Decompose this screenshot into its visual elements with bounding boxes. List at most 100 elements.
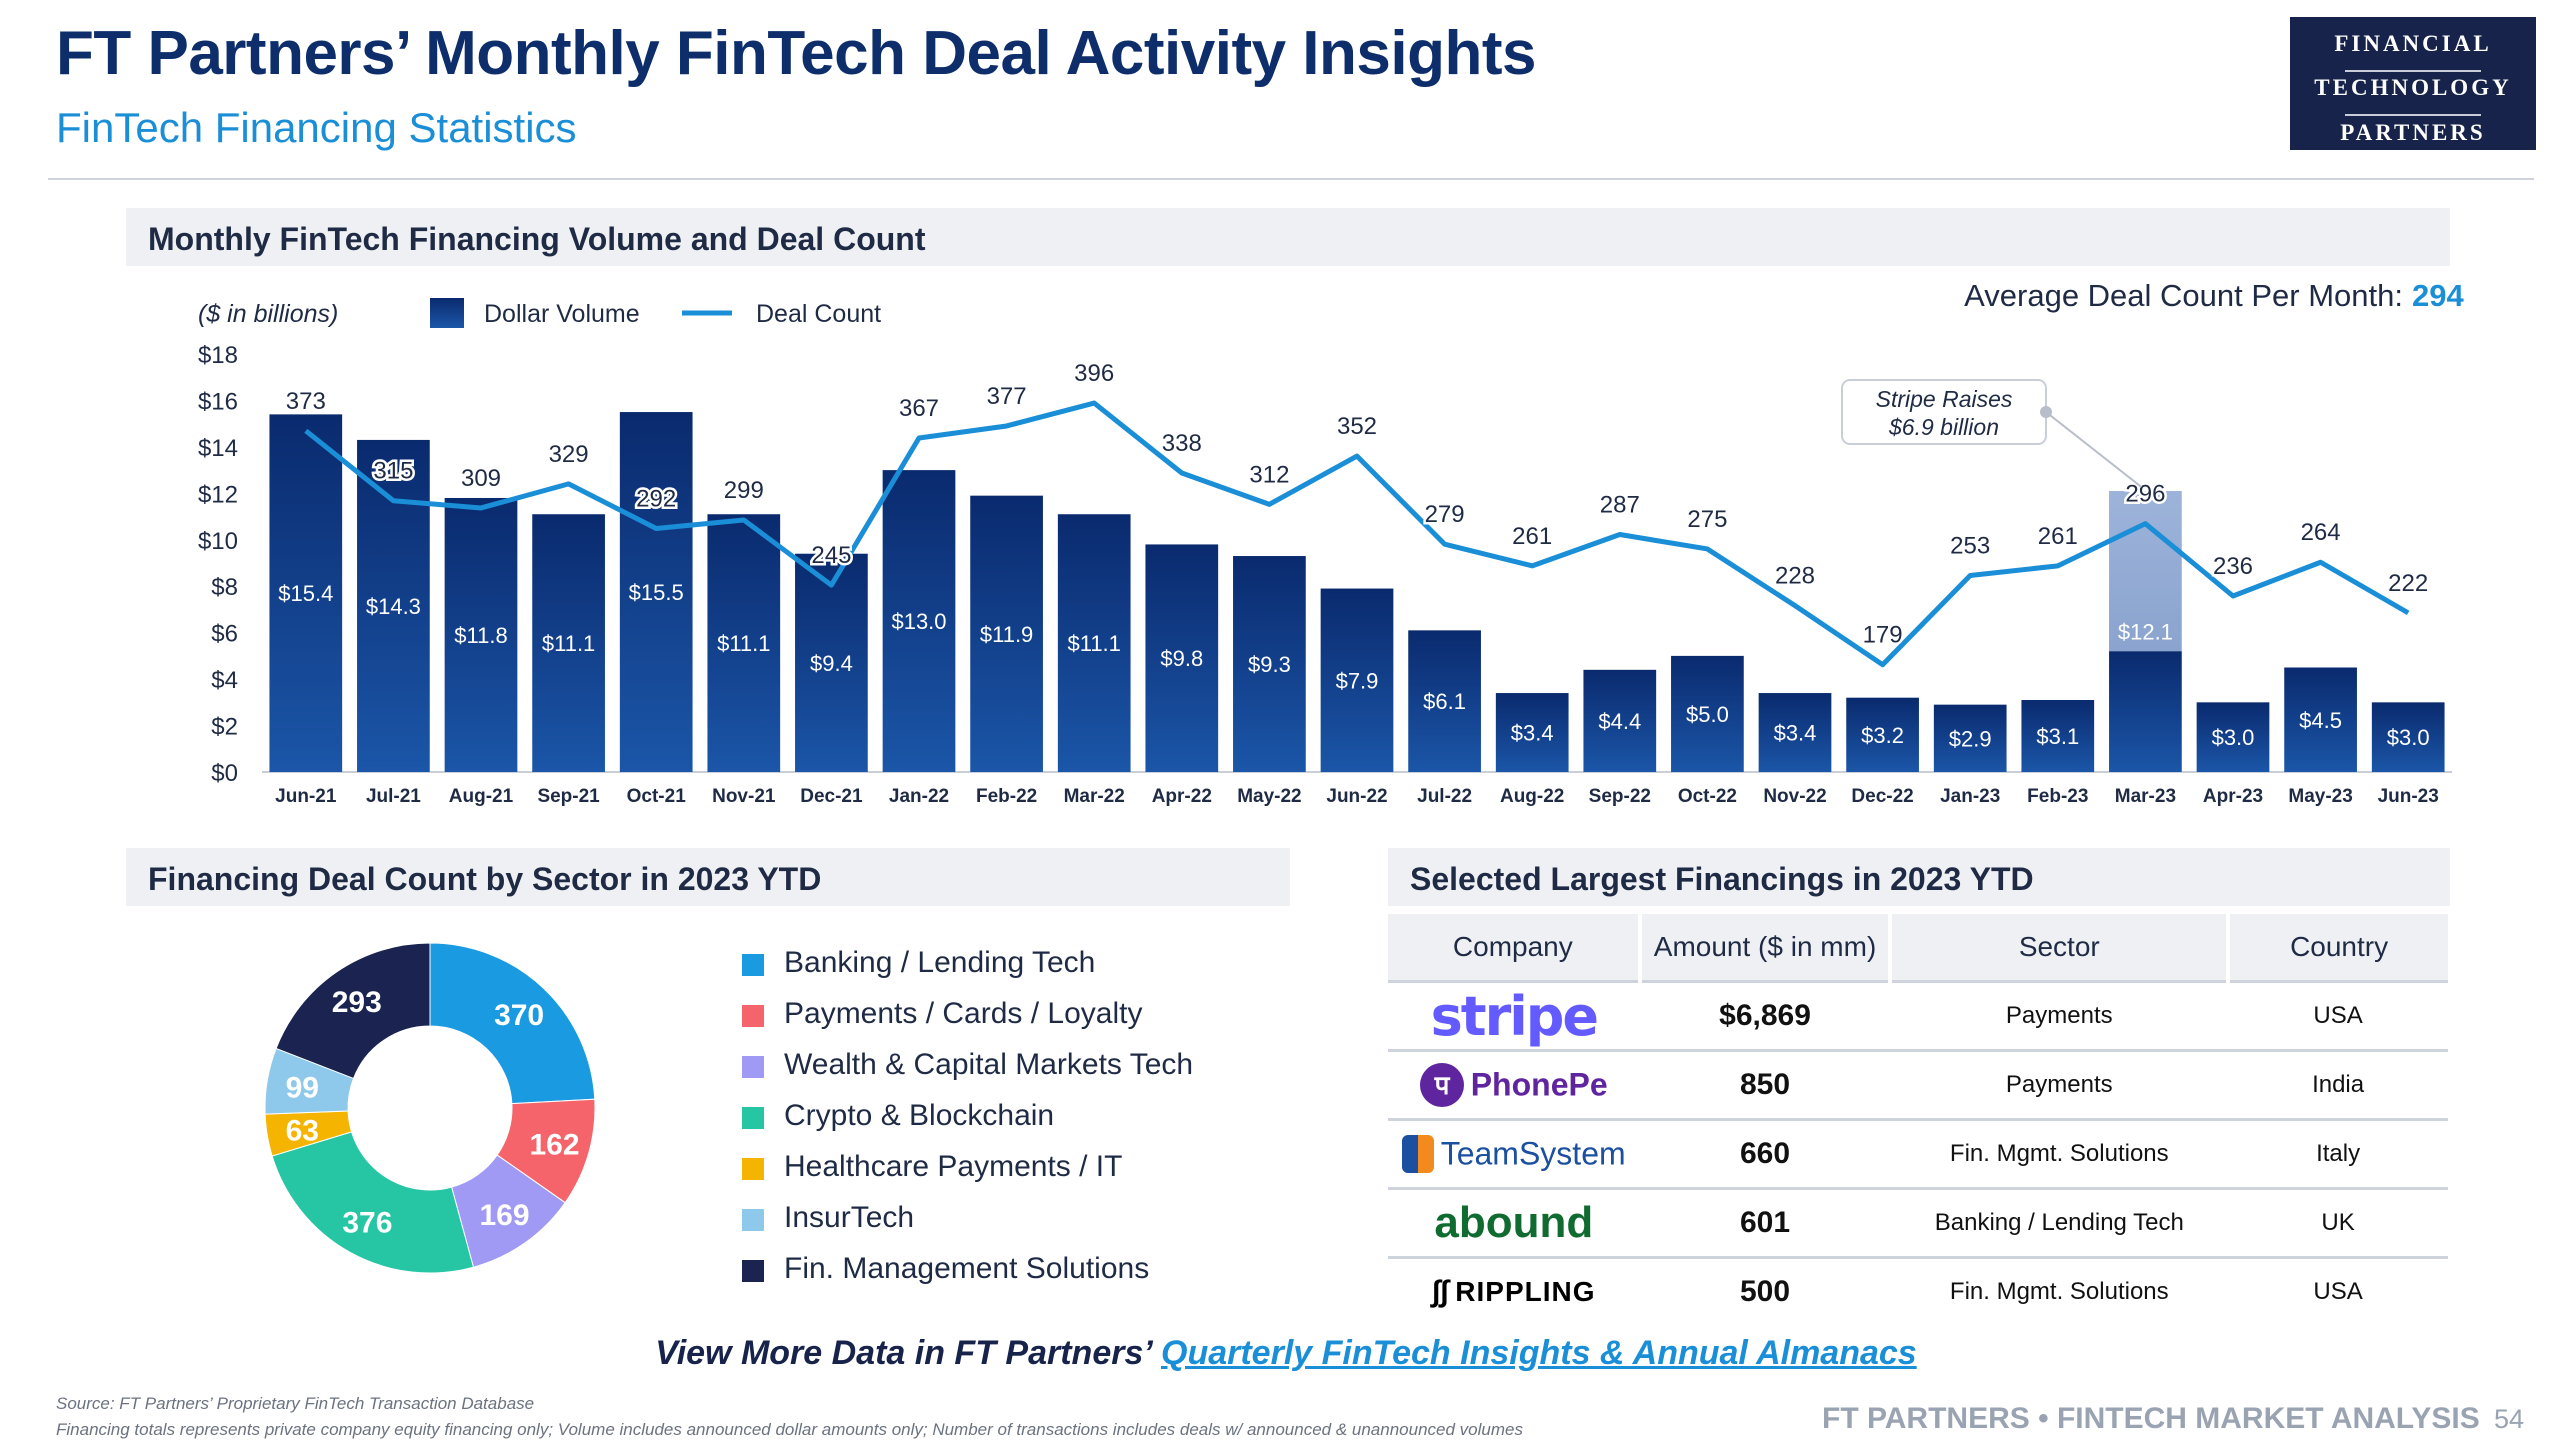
deal-count-label: 367	[899, 395, 939, 422]
y-tick-label: $16	[198, 388, 238, 415]
deal-count-label: 287	[1600, 492, 1640, 519]
sector-donut-chart: 370 162 169 376 63 99 293	[264, 942, 596, 1274]
x-tick-label: Dec-21	[800, 786, 863, 807]
amount-cell: 601	[1639, 1187, 1891, 1258]
country-cell: UK	[2228, 1187, 2448, 1258]
almanacs-link[interactable]: Quarterly FinTech Insights & Annual Alma…	[1161, 1334, 1917, 1372]
donut-value-label: 63	[286, 1114, 319, 1147]
table-row: प PhonePe 850 Payments India	[1388, 1049, 2448, 1120]
donut-value-label: 370	[494, 999, 544, 1032]
deal-count-label: 373	[286, 388, 326, 415]
deal-count-label: 352	[1337, 413, 1377, 440]
source-note: Source: FT Partners’ Proprietary FinTech…	[56, 1394, 535, 1413]
bar-value-label: $3.0	[2387, 725, 2430, 750]
bar	[1145, 544, 1219, 772]
x-tick-label: Nov-22	[1763, 786, 1826, 807]
x-tick-label: Jul-22	[1417, 786, 1472, 807]
bar-value-label: $9.8	[1160, 646, 1203, 671]
annotation-leader	[2045, 411, 2143, 488]
bar	[970, 495, 1043, 772]
bar	[1846, 697, 1919, 772]
legend-label: Fin. Management Solutions	[784, 1252, 1150, 1285]
x-tick-label: Feb-22	[976, 786, 1037, 807]
rippling-logo-icon: ∫∫	[1432, 1275, 1449, 1308]
y-tick-label: $2	[211, 714, 238, 741]
x-tick-label: Nov-21	[712, 786, 776, 807]
bar	[619, 412, 693, 772]
bar-value-label: $4.5	[2299, 708, 2342, 733]
deal-count-label: 264	[2301, 519, 2341, 546]
amount-cell: 850	[1639, 1049, 1891, 1120]
legend-swatch	[742, 954, 764, 976]
phonepe-logo-icon: प	[1420, 1063, 1465, 1107]
bar-value-label: $3.2	[1861, 723, 1904, 748]
bar-value-label: $6.1	[1423, 689, 1466, 714]
company-cell: प PhonePe	[1388, 1049, 1640, 1120]
country-cell: USA	[2228, 980, 2448, 1051]
donut-slice	[271, 1131, 475, 1274]
y-tick-label: $18	[198, 342, 238, 369]
bar-value-label: $15.5	[629, 580, 684, 605]
amount-cell: 660	[1639, 1118, 1891, 1189]
stripe-logo: stripe	[1430, 984, 1599, 1048]
deal-count-label: 292	[636, 485, 676, 512]
sector-cell: Fin. Mgmt. Solutions	[1890, 1256, 2229, 1325]
deal-count-label: 179	[1863, 622, 1903, 649]
x-tick-label: Sep-21	[537, 786, 600, 807]
annotation-text: Stripe Raises	[1876, 386, 2013, 412]
bar-value-label: $3.1	[2036, 724, 2079, 749]
header-divider	[48, 178, 2534, 180]
legend-dollar-volume-label: Dollar Volume	[484, 300, 640, 328]
sector-cell: Banking / Lending Tech	[1890, 1187, 2229, 1258]
deal-count-label: 222	[2388, 570, 2428, 597]
donut-slice	[429, 942, 596, 1105]
bar-value-label: $3.4	[1511, 721, 1554, 746]
sector-legend: Banking / Lending Tech Payments / Cards /…	[742, 944, 1302, 1285]
bar-value-label: $11.1	[717, 631, 770, 656]
volume-section-header: Monthly FinTech Financing Volume and Dea…	[126, 208, 2450, 266]
x-tick-label: Oct-22	[1678, 786, 1737, 807]
x-tick-label: Jun-21	[275, 786, 337, 807]
ft-partners-logo: FINANCIAL TECHNOLOGY PARTNERS	[2290, 17, 2536, 150]
bar-value-label: $2.9	[1949, 726, 1992, 751]
units-label: ($ in billions)	[198, 300, 338, 328]
x-tick-label: Feb-23	[2027, 786, 2088, 807]
bar	[707, 514, 781, 772]
bar	[1408, 630, 1481, 772]
table-row: stripe $6,869 Payments USA	[1388, 980, 2448, 1051]
bar	[882, 470, 956, 772]
logo-rule	[2345, 114, 2481, 116]
x-tick-label: Mar-22	[1064, 786, 1125, 807]
bar-value-label: $12.1	[2118, 620, 2173, 645]
bar-value-label: $15.4	[278, 581, 333, 606]
amount-cell: 500	[1639, 1256, 1891, 1325]
sector-section-header: Financing Deal Count by Sector in 2023 Y…	[126, 848, 1290, 906]
bar	[269, 414, 343, 772]
page-title: FT Partners’ Monthly FinTech Deal Activi…	[56, 19, 1536, 88]
footer-brand: FT PARTNERS • FINTECH MARKET ANALYSIS	[1822, 1402, 2480, 1435]
bar-value-label: $11.1	[1067, 631, 1120, 656]
bar	[1583, 669, 1657, 772]
x-tick-label: Apr-23	[2203, 786, 2263, 807]
x-tick-label: May-22	[1237, 786, 1301, 807]
country-cell: USA	[2228, 1256, 2448, 1325]
bar	[1933, 704, 2007, 772]
donut-value-label: 99	[286, 1072, 319, 1105]
average-deal-count-label: Average Deal Count Per Month:	[1964, 278, 2403, 313]
x-tick-label: May-23	[2288, 786, 2352, 807]
more-data-callout: View More Data in FT Partners’ Quarterly…	[0, 1334, 2572, 1373]
amount-cell: $6,869	[1639, 980, 1891, 1051]
x-tick-label: Jan-22	[889, 786, 949, 807]
bar	[357, 439, 430, 772]
header-country: Country	[2228, 914, 2448, 982]
bar	[1671, 655, 1744, 772]
legend-label: Healthcare Payments / IT	[784, 1150, 1123, 1183]
logo-line-2: TECHNOLOGY	[2314, 75, 2512, 100]
x-tick-label: Mar-23	[2115, 786, 2176, 807]
deal-count-label: 279	[1425, 501, 1465, 528]
deal-count-label: 261	[2038, 523, 2078, 550]
average-deal-count-value: 294	[2412, 278, 2464, 313]
deal-count-label: 315	[373, 458, 413, 485]
company-cell: TeamSystem	[1388, 1118, 1640, 1189]
deal-count-label: 309	[461, 465, 501, 492]
